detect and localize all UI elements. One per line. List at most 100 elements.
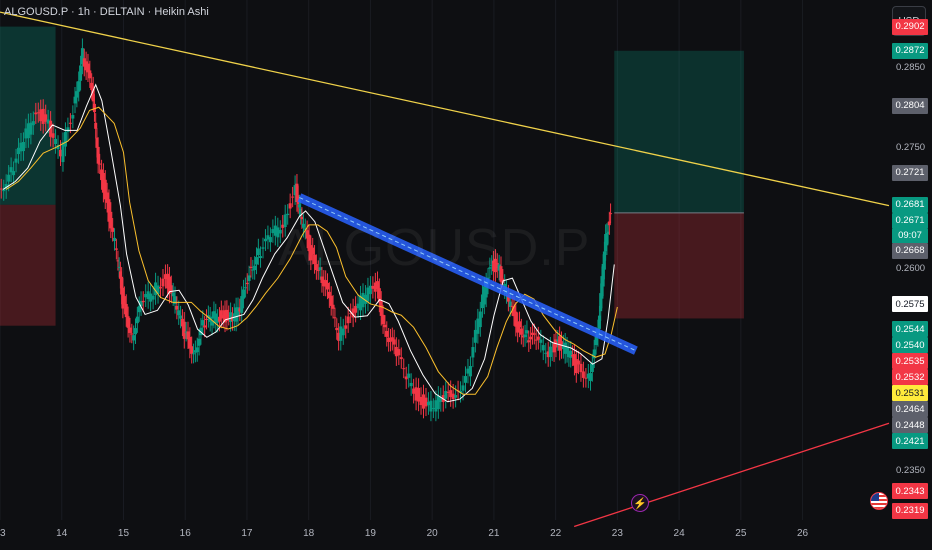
candle-body — [541, 345, 545, 351]
time-axis-label: 22 — [550, 528, 562, 539]
candle-body — [361, 292, 365, 308]
candle-body — [193, 350, 197, 353]
candle-body — [234, 307, 238, 322]
price-tag[interactable]: 0.2902 — [892, 18, 928, 35]
candle-body — [590, 363, 594, 372]
us-flag-icon[interactable] — [870, 492, 888, 510]
price-tag[interactable]: 0.2421 — [892, 433, 928, 450]
candle-body — [300, 216, 304, 220]
candle-body — [180, 318, 184, 327]
candle-body — [139, 300, 143, 307]
candle-body — [291, 196, 295, 198]
candle-body — [236, 307, 240, 317]
candle-body — [516, 322, 520, 333]
candle-body — [444, 391, 448, 399]
candle-body — [206, 315, 210, 318]
candle-body — [286, 213, 290, 216]
price-tag[interactable]: 0.2464 — [892, 401, 928, 418]
price-label: 0.2750 — [896, 142, 926, 154]
candle-body — [404, 376, 408, 380]
candle-body — [255, 257, 259, 265]
price-tag[interactable]: 0.2531 — [892, 385, 928, 402]
candle-body — [388, 338, 392, 342]
candle-body — [91, 86, 95, 102]
lightning-event-icon[interactable]: ⚡ — [631, 494, 649, 512]
time-axis-label: 14 — [56, 528, 68, 539]
candle-body — [399, 357, 403, 360]
candle-body — [186, 331, 190, 340]
candle-body — [412, 388, 416, 394]
candle-body — [579, 363, 583, 373]
price-tag[interactable]: 0.2319 — [892, 502, 928, 519]
candle-body — [29, 122, 33, 135]
candle-body — [529, 336, 533, 340]
price-tag[interactable]: 0.2343 — [892, 483, 928, 500]
candle-body — [490, 264, 494, 266]
left-loss-zone — [0, 204, 56, 326]
candle-body — [296, 195, 300, 205]
candle-body — [179, 315, 183, 319]
moving-average-slow-line — [5, 106, 618, 395]
candle-body — [271, 229, 275, 234]
price-tag[interactable]: 0.2671 — [892, 212, 928, 229]
price-tag[interactable]: 0.2448 — [892, 417, 928, 434]
candle-body — [571, 354, 575, 357]
candle-body — [154, 282, 158, 296]
price-tag[interactable]: 0.2540 — [892, 337, 928, 354]
candle-body — [130, 333, 134, 335]
price-tag[interactable]: 0.2575 — [892, 296, 928, 313]
price-tag[interactable]: 0.2804 — [892, 97, 928, 114]
price-tag[interactable]: 0.2535 — [892, 353, 928, 370]
candle-body — [569, 350, 573, 358]
candle-body — [227, 315, 231, 317]
candle-body — [346, 316, 350, 324]
chart-title[interactable]: ALGOUSD.P · 1h · DELTAIN · Heikin Ashi — [4, 6, 209, 18]
price-tag[interactable]: 0.2532 — [892, 369, 928, 386]
blue-channel-midline — [299, 197, 637, 352]
candle-body — [188, 336, 192, 349]
time-axis-label: 13 — [0, 528, 6, 539]
candle-body — [182, 321, 186, 339]
candle-body — [251, 269, 255, 271]
candle-body — [205, 318, 209, 320]
candle-body — [94, 122, 98, 129]
price-tag[interactable]: 0.2872 — [892, 42, 928, 59]
candle-body — [552, 343, 556, 353]
candle-body — [597, 315, 601, 329]
price-tag[interactable]: 0.2544 — [892, 321, 928, 338]
us-flag-graphic — [871, 493, 887, 509]
candle-body — [327, 291, 331, 299]
candle-body — [124, 303, 128, 318]
candle-body — [512, 305, 516, 317]
candle-body — [556, 339, 560, 342]
candle-body — [114, 248, 118, 250]
candle-body — [586, 373, 590, 379]
candle-body — [493, 258, 497, 273]
candle-body — [326, 283, 330, 290]
candle-body — [122, 296, 126, 305]
candle-body — [392, 339, 396, 345]
candle-body — [546, 351, 550, 358]
price-tag[interactable]: 0.2668 — [892, 242, 928, 259]
candle-body — [297, 204, 301, 208]
time-axis-label: 25 — [735, 528, 747, 539]
candle-body — [307, 234, 311, 252]
candle-body — [225, 309, 229, 321]
candle-body — [75, 91, 79, 98]
price-tag[interactable]: 0.2721 — [892, 164, 928, 181]
long-position-profit-zone — [614, 50, 744, 213]
candle-body — [98, 163, 102, 165]
candle-body — [146, 291, 150, 300]
candle-body — [495, 262, 499, 269]
time-axis-label: 18 — [303, 528, 315, 539]
candle-body — [118, 271, 122, 279]
candle-body — [508, 301, 512, 307]
candle-body — [109, 211, 113, 229]
candle-body — [117, 266, 121, 268]
candle-body — [88, 70, 92, 79]
price-tag[interactable]: 0.2681 — [892, 196, 928, 213]
time-axis-label: 23 — [611, 528, 623, 539]
candle-body — [534, 339, 538, 341]
